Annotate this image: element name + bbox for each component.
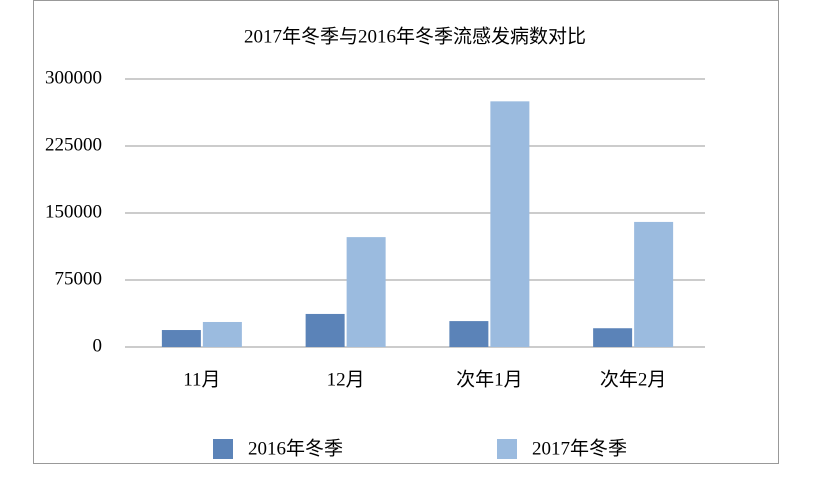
x-tick-label: 次年2月	[600, 368, 667, 390]
chart-title: 2017年冬季与2016年冬季流感发病数对比	[244, 25, 586, 47]
legend-label: 2017年冬季	[532, 437, 627, 459]
y-tick-label: 300000	[45, 67, 102, 88]
bar	[161, 330, 201, 347]
bar	[490, 101, 530, 347]
x-tick-label: 11月	[183, 369, 220, 390]
bar	[346, 237, 386, 347]
bar	[305, 313, 345, 347]
legend-swatch	[497, 439, 517, 459]
chart-frame	[33, 0, 779, 464]
y-tick-label: 75000	[55, 268, 103, 289]
bar	[634, 221, 674, 347]
x-tick-label: 12月	[327, 369, 365, 390]
legend-swatch	[213, 439, 233, 459]
y-tick-label: 150000	[45, 201, 102, 222]
bar	[449, 321, 489, 347]
y-tick-label: 0	[93, 335, 103, 356]
y-tick-label: 225000	[45, 134, 102, 155]
bar	[593, 328, 633, 347]
legend-label: 2016年冬季	[248, 437, 343, 459]
bar	[202, 321, 242, 347]
x-tick-label: 次年1月	[456, 368, 523, 390]
